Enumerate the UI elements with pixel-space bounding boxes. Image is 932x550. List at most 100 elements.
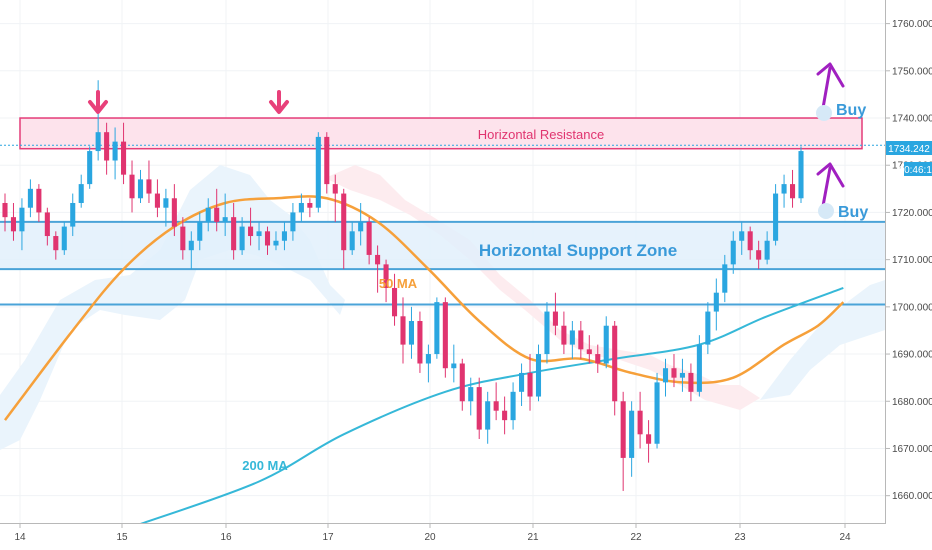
candle-body bbox=[104, 132, 110, 161]
buy-arrow-icon bbox=[816, 162, 845, 219]
candle bbox=[629, 401, 635, 477]
candle-body bbox=[612, 325, 618, 402]
candle-body bbox=[561, 325, 567, 345]
candle bbox=[281, 221, 287, 251]
candle bbox=[612, 321, 618, 416]
candle-body bbox=[688, 372, 694, 392]
candle-body bbox=[544, 311, 550, 355]
candle bbox=[434, 297, 440, 359]
zones-layer bbox=[0, 117, 886, 306]
candle bbox=[578, 321, 584, 359]
candle bbox=[205, 198, 211, 232]
candle-body bbox=[408, 321, 415, 345]
candle bbox=[307, 198, 313, 218]
y-tick-label: 1690.000 bbox=[892, 350, 932, 361]
time-axis[interactable] bbox=[0, 523, 932, 550]
candle bbox=[519, 363, 525, 406]
candle bbox=[358, 202, 364, 246]
candle-body bbox=[747, 231, 753, 251]
y-tick-label: 1750.000 bbox=[892, 66, 932, 77]
candle-body bbox=[154, 193, 160, 208]
candle-body bbox=[273, 240, 279, 246]
candle bbox=[341, 188, 347, 270]
candle bbox=[146, 160, 152, 203]
candle bbox=[70, 193, 76, 237]
candle bbox=[36, 184, 42, 222]
candle-body bbox=[307, 202, 313, 208]
candle-body bbox=[349, 231, 355, 251]
candle-body bbox=[671, 368, 677, 378]
buy-arrow-icon bbox=[816, 62, 845, 121]
y-tick-label: 1660.000 bbox=[892, 491, 932, 502]
buy-label: Buy bbox=[838, 204, 868, 221]
candle bbox=[552, 292, 558, 336]
y-tick-label: 1710.000 bbox=[892, 255, 932, 266]
candle-body bbox=[502, 410, 508, 421]
candle bbox=[502, 396, 508, 435]
candle bbox=[798, 146, 804, 203]
candle-body bbox=[36, 188, 42, 213]
candle-body bbox=[324, 136, 330, 185]
candle-body bbox=[417, 321, 423, 364]
x-tick-label: 24 bbox=[839, 532, 851, 543]
candle-body bbox=[188, 240, 194, 251]
candle bbox=[459, 358, 465, 411]
candle bbox=[764, 231, 770, 265]
candle-body bbox=[375, 254, 381, 265]
candle bbox=[451, 344, 457, 383]
resistance-label: Horizontal Resistance bbox=[478, 127, 604, 142]
annotations-layer: Buy Buy Horizontal Resistance Horizontal… bbox=[88, 62, 868, 473]
candle-body bbox=[527, 372, 533, 397]
candle-body bbox=[637, 410, 643, 435]
candle bbox=[417, 311, 423, 373]
y-tick-label: 1740.000 bbox=[892, 114, 932, 125]
candle bbox=[104, 122, 110, 175]
candle bbox=[391, 273, 398, 326]
price-axis[interactable] bbox=[885, 0, 932, 524]
candle-body bbox=[629, 410, 635, 458]
candle-body bbox=[781, 184, 787, 194]
candle-body bbox=[764, 240, 770, 260]
candle-body bbox=[459, 363, 465, 402]
candle-body bbox=[552, 311, 558, 326]
candle-body bbox=[112, 141, 118, 161]
candle-body bbox=[146, 179, 152, 194]
candle bbox=[298, 193, 304, 222]
candle bbox=[637, 391, 643, 449]
candle bbox=[27, 179, 33, 218]
candle-body bbox=[519, 372, 525, 392]
y-tick-label: 1670.000 bbox=[892, 444, 932, 455]
candle bbox=[121, 122, 127, 185]
candle bbox=[408, 306, 415, 359]
candle bbox=[61, 221, 67, 255]
candle bbox=[730, 231, 736, 274]
candle bbox=[129, 160, 135, 213]
candle bbox=[722, 254, 728, 303]
candle-body bbox=[163, 198, 169, 208]
candle bbox=[485, 391, 491, 444]
x-tick-label: 17 bbox=[322, 532, 334, 543]
svg-text:00:46:19: 00:46:19 bbox=[899, 165, 932, 176]
candle-body bbox=[290, 212, 296, 232]
candle bbox=[781, 174, 787, 208]
buy-label: Buy bbox=[836, 102, 866, 119]
candle-body bbox=[121, 141, 127, 175]
candle-body bbox=[620, 401, 626, 458]
candle-body bbox=[2, 202, 8, 218]
candle-body bbox=[222, 217, 228, 222]
candle-body bbox=[358, 221, 364, 232]
x-tick-label: 23 bbox=[734, 532, 746, 543]
candle bbox=[654, 372, 660, 449]
candle bbox=[112, 127, 118, 180]
candle bbox=[197, 212, 203, 251]
candle-body bbox=[510, 391, 516, 421]
candle-body bbox=[264, 231, 271, 246]
candle bbox=[256, 221, 262, 251]
candle-body bbox=[53, 236, 59, 251]
y-tick-label: 1700.000 bbox=[892, 302, 932, 313]
support-zone bbox=[0, 221, 886, 270]
candle bbox=[332, 174, 338, 222]
candle-body bbox=[569, 330, 575, 345]
candle bbox=[349, 221, 355, 255]
